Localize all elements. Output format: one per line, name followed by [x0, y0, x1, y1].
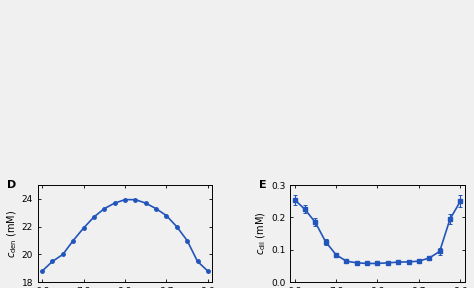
Y-axis label: $c_{\mathrm{den}}$ (mM): $c_{\mathrm{den}}$ (mM)	[5, 210, 19, 258]
Text: E: E	[259, 180, 267, 190]
Text: D: D	[7, 180, 16, 190]
Y-axis label: $c_{\mathrm{dil}}$ (mM): $c_{\mathrm{dil}}$ (mM)	[255, 212, 268, 255]
